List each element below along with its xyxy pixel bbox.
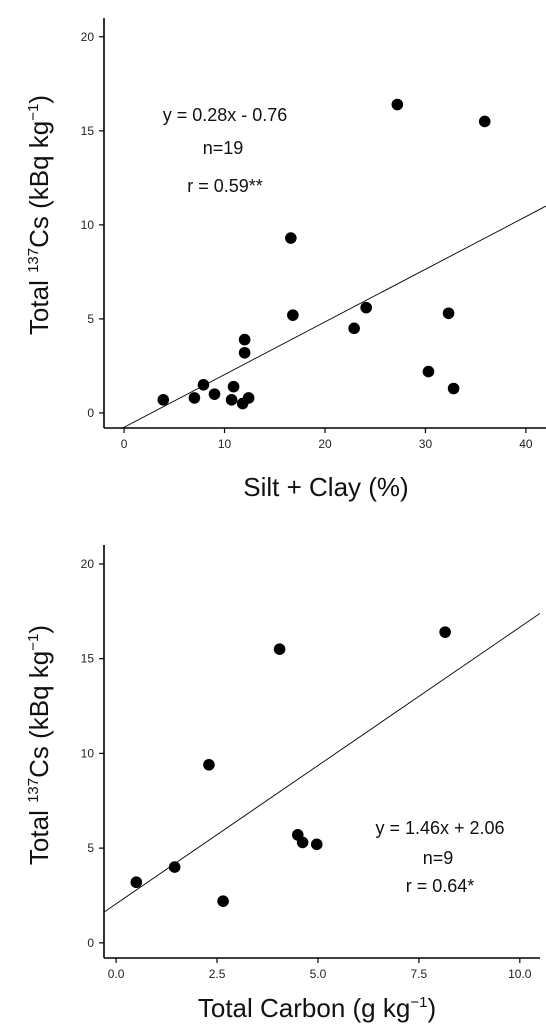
y-tick-label: 15	[81, 652, 95, 666]
x-tick-label: 30	[419, 437, 433, 451]
data-point	[273, 643, 286, 655]
data-point	[310, 838, 323, 851]
data-point	[188, 392, 201, 404]
regression-line	[121, 205, 546, 428]
data-point	[208, 388, 221, 400]
data-point	[225, 393, 238, 406]
x-tick-label: 40	[519, 437, 533, 451]
data-point	[242, 392, 255, 404]
y-tick-label: 5	[87, 841, 94, 855]
data-point	[439, 626, 451, 638]
equation-annotation: y = 1.46x + 2.06	[375, 818, 504, 838]
x-tick-label: 7.5	[411, 967, 428, 981]
y-tick-label: 20	[81, 30, 95, 44]
x-tick-label: 5.0	[310, 967, 327, 981]
r-annotation: r = 0.59**	[187, 176, 263, 196]
data-point	[447, 382, 460, 395]
data-point	[287, 309, 299, 321]
data-point	[168, 861, 181, 873]
data-point	[348, 322, 360, 335]
chart-silt-clay: 0 5 10 15 20 0 10 20 30 40 Silt + Clay (%) Total …	[24, 18, 546, 502]
x-axis-label: Silt + Clay (%)	[243, 472, 408, 502]
chart-total-carbon: 0 5 10 15 20 0.0 2.5 5.0 7.5 10.0 Total Carbon (g…	[24, 545, 540, 1023]
y-tick-label: 10	[81, 218, 95, 232]
data-point	[217, 895, 229, 907]
data-point	[360, 301, 372, 314]
y-tick-label: 5	[87, 312, 94, 326]
data-point	[203, 758, 215, 771]
x-tick-label: 10	[218, 437, 232, 451]
n-annotation: n=19	[203, 138, 244, 158]
y-axis-label: Total 137Cs (kBq kg−1)	[24, 95, 54, 335]
data-point	[238, 333, 251, 346]
y-tick-label: 15	[81, 124, 95, 138]
r-annotation: r = 0.64*	[406, 876, 475, 896]
data-point	[285, 232, 297, 244]
data-point	[157, 393, 170, 406]
x-tick-label: 20	[318, 437, 332, 451]
n-annotation: n=9	[423, 848, 454, 868]
data-point	[227, 380, 240, 393]
data-point	[238, 346, 251, 359]
data-point	[130, 876, 143, 889]
data-point	[296, 836, 309, 849]
data-point	[478, 115, 491, 128]
plot-area: 0 5 10 15 20 0.0 2.5 5.0 7.5 10.0	[81, 545, 540, 981]
x-axis-label: Total Carbon (g kg−1)	[198, 993, 436, 1023]
y-tick-label: 20	[81, 557, 95, 571]
data-point	[422, 365, 435, 378]
plot-area: 0 5 10 15 20 0 10 20 30 40	[81, 18, 546, 451]
y-tick-label: 0	[87, 936, 94, 950]
x-tick-label: 10.0	[508, 967, 532, 981]
y-tick-label: 10	[81, 746, 95, 760]
data-point	[391, 98, 404, 111]
data-point	[197, 378, 210, 391]
x-tick-label: 2.5	[209, 967, 226, 981]
equation-annotation: y = 0.28x - 0.76	[163, 105, 288, 125]
data-point	[442, 307, 455, 320]
x-tick-label: 0	[121, 437, 128, 451]
x-tick-label: 0.0	[108, 967, 125, 981]
y-axis-label: Total 137Cs (kBq kg−1)	[24, 625, 54, 865]
y-tick-label: 0	[87, 406, 94, 420]
